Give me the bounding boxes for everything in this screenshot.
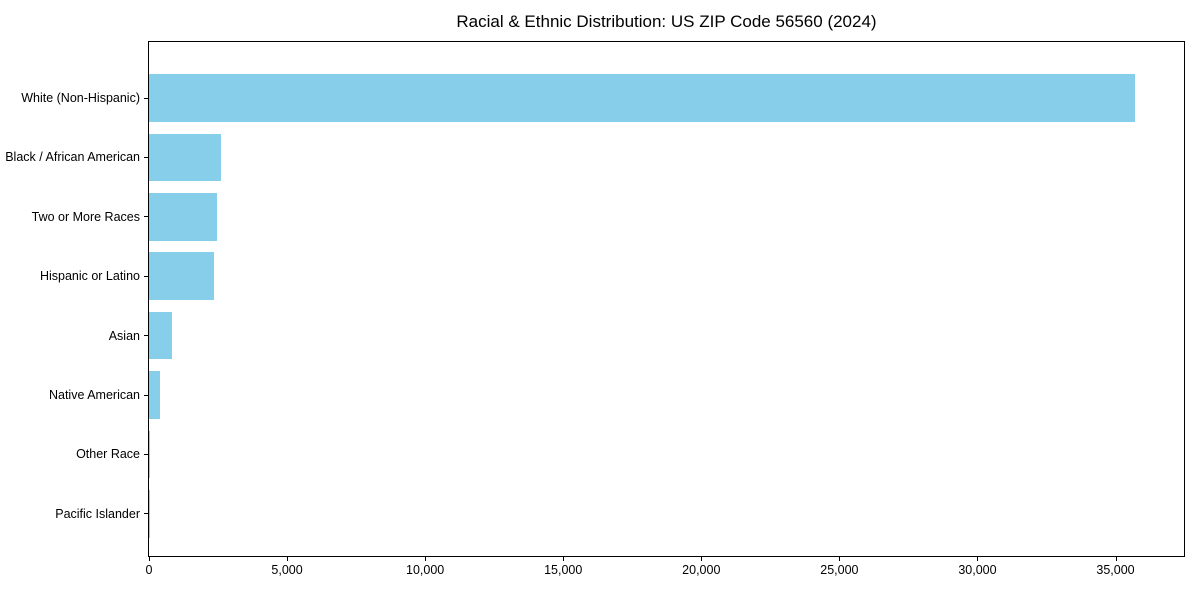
x-tick-label: 20,000 (682, 563, 721, 577)
x-tick-mark (149, 557, 150, 561)
y-tick-label-black-african-american: Black / African American (5, 150, 140, 165)
x-tick-label: 10,000 (406, 563, 445, 577)
bar-white-non-hispanic (149, 74, 1135, 122)
y-tick-mark (144, 453, 148, 455)
y-tick-mark (144, 156, 148, 158)
bar-asian (149, 311, 173, 360)
chart-title: Racial & Ethnic Distribution: US ZIP Cod… (456, 12, 877, 31)
y-tick-label-asian: Asian (108, 328, 140, 343)
x-tick-label: 30,000 (958, 563, 997, 577)
y-tick-mark (144, 394, 148, 396)
x-tick-mark (425, 557, 427, 561)
bar-two-or-more-races (149, 193, 217, 241)
x-tick-label: 0 (145, 563, 153, 577)
y-tick-label-two-or-more-races: Two or More Races (31, 209, 140, 224)
x-tick-label: 15,000 (544, 563, 583, 577)
x-tick-mark (701, 557, 703, 561)
y-tick-mark (144, 335, 148, 337)
x-tick-mark (977, 557, 979, 561)
y-tick-label-pacific-islander: Pacific Islander (55, 506, 140, 521)
y-tick-mark (144, 513, 148, 515)
y-tick-mark (144, 97, 148, 99)
x-tick-mark (563, 557, 565, 561)
x-tick-mark (1115, 557, 1117, 561)
y-tick-label-hispanic-or-latino: Hispanic or Latino (39, 269, 140, 284)
bar-native-american (149, 371, 160, 419)
x-tick-mark (287, 557, 289, 561)
bar-other-race (149, 430, 151, 479)
y-tick-label-white-non-hispanic: White (Non-Hispanic) (21, 91, 140, 105)
bar-black-african-american (149, 133, 221, 182)
x-tick-label: 35,000 (1096, 563, 1135, 577)
y-tick-label-other-race: Other Race (76, 447, 140, 462)
plot-area (148, 41, 1185, 557)
bar-hispanic-or-latino (149, 252, 215, 300)
y-tick-mark (144, 275, 148, 277)
x-tick-label: 25,000 (820, 563, 859, 577)
y-tick-label-native-american: Native American (48, 388, 140, 402)
x-tick-mark (839, 557, 841, 561)
y-tick-mark (144, 216, 148, 218)
x-tick-label: 5,000 (271, 563, 303, 577)
